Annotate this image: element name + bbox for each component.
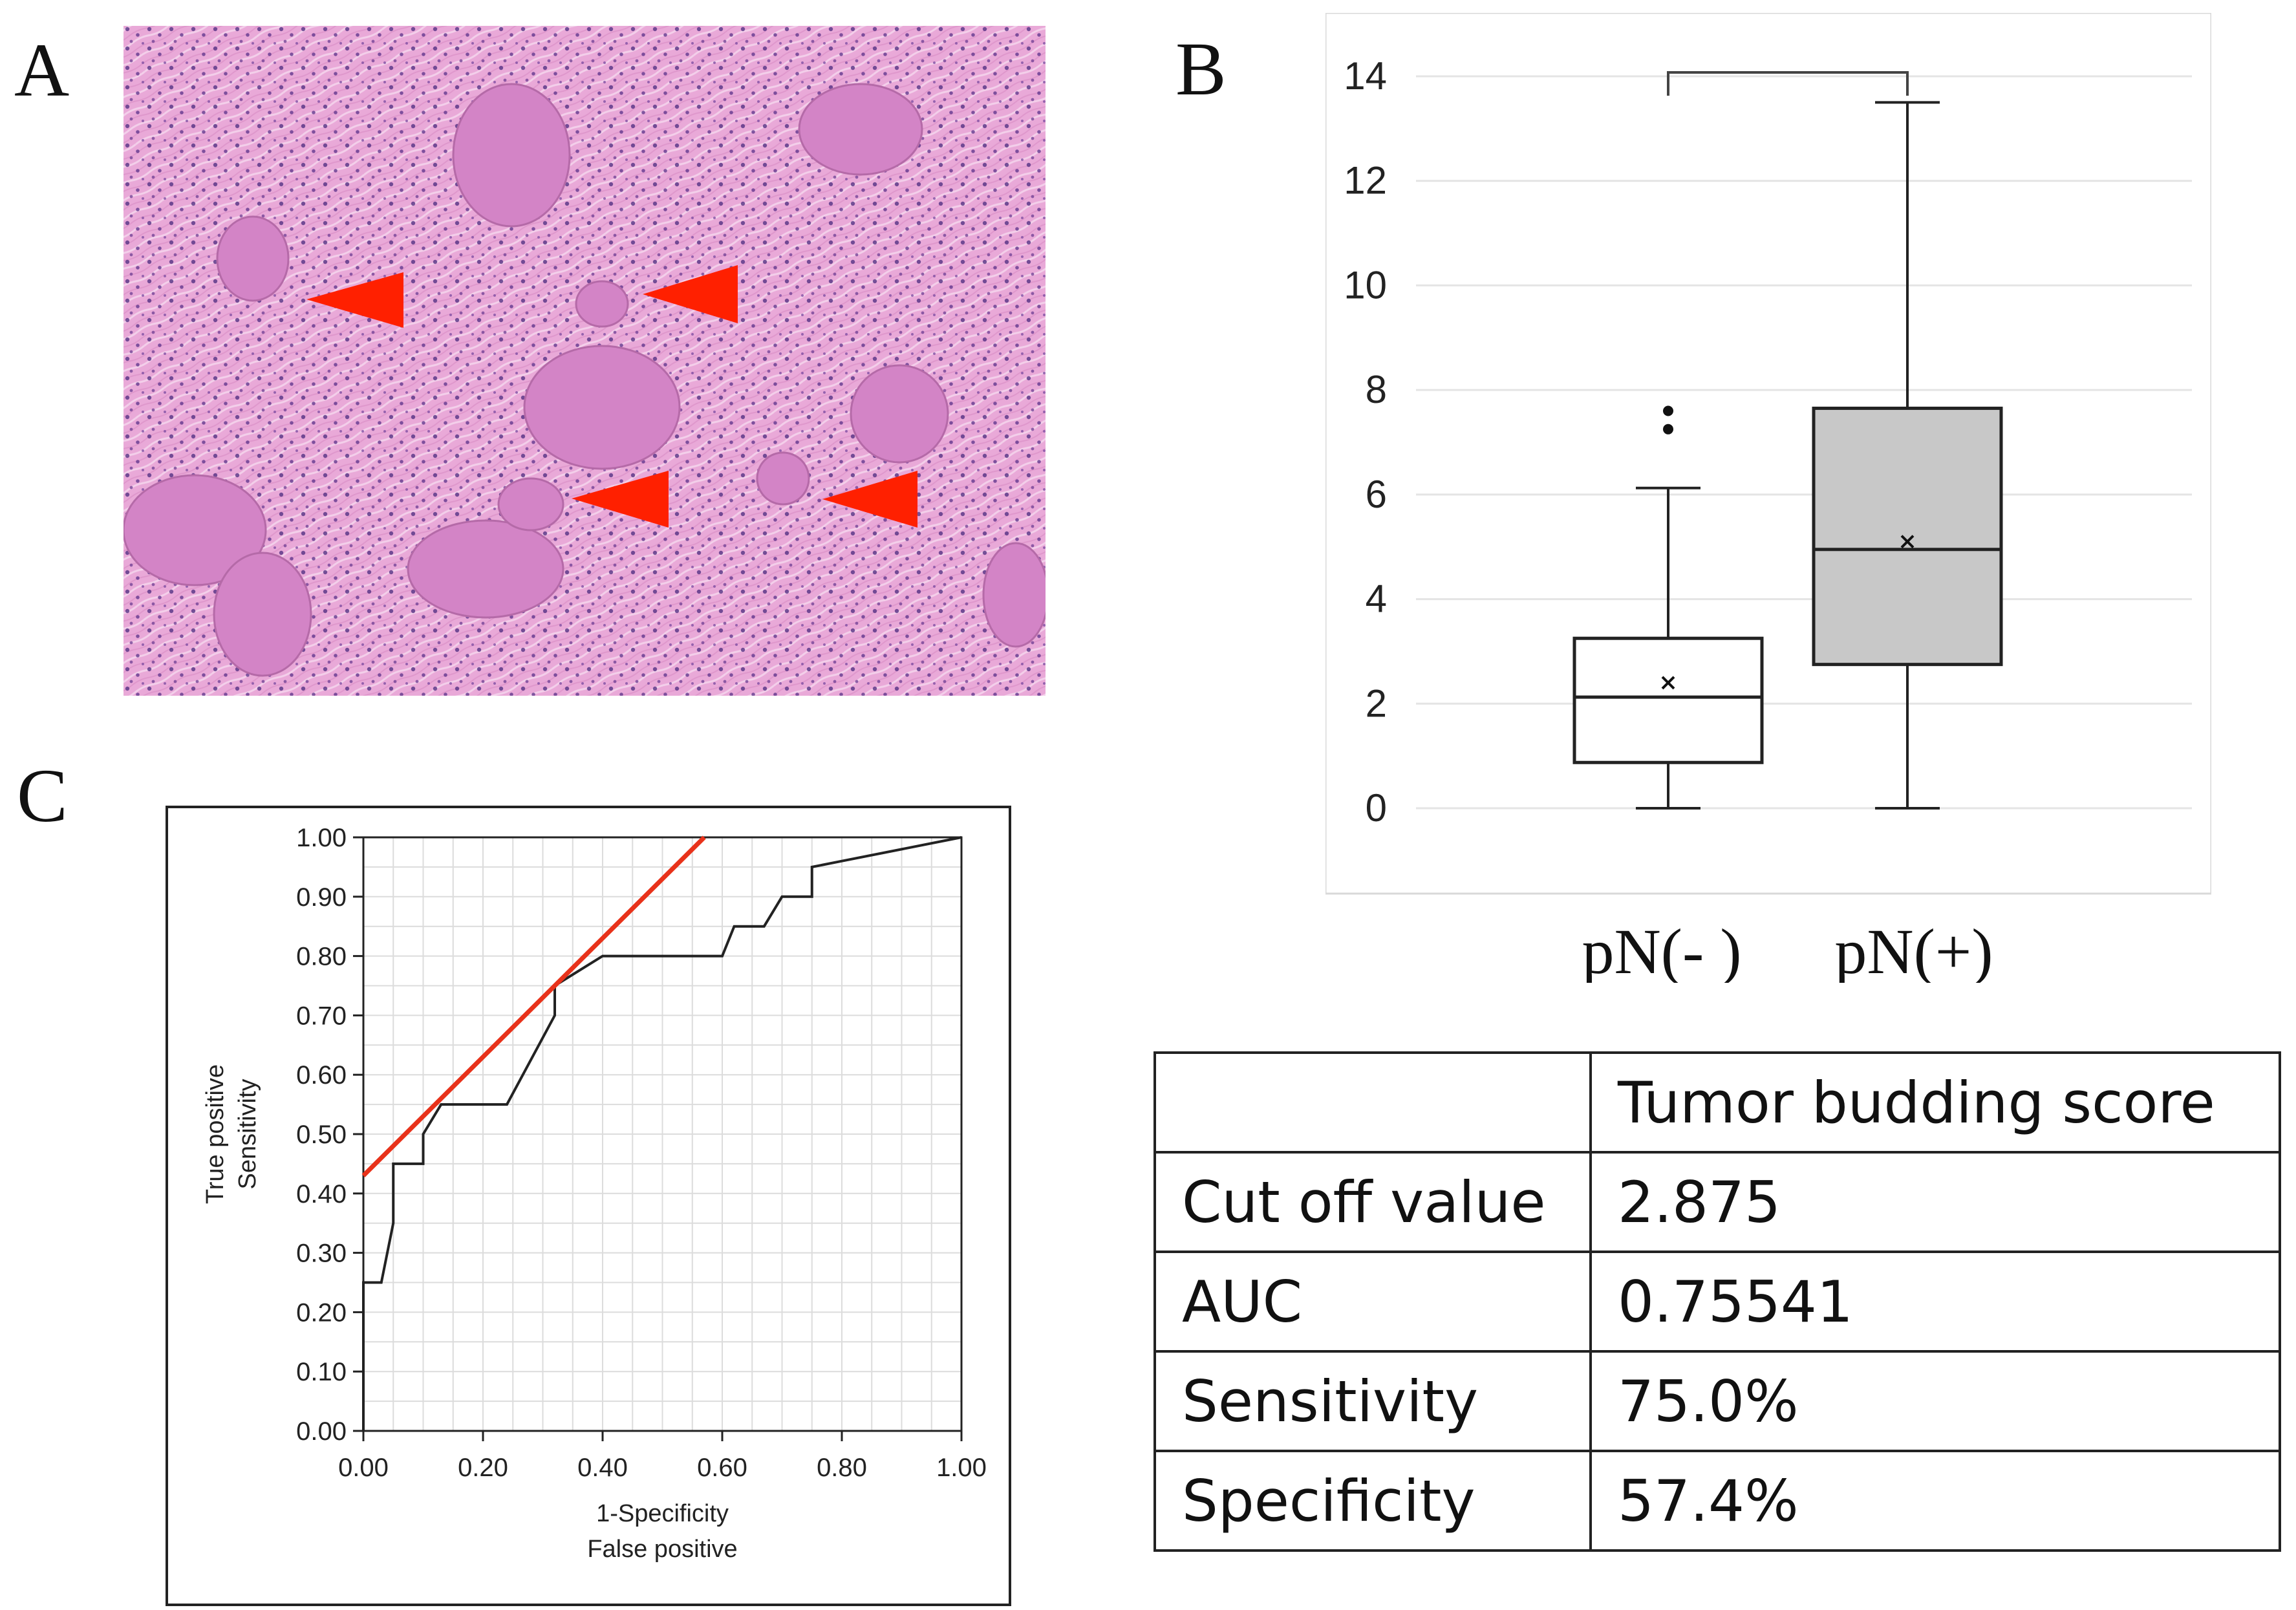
mean-marker: [1661, 676, 1675, 690]
roc-axis-labels: 1-Specificity False positive True positive…: [202, 1064, 738, 1563]
panel-label-c: C: [17, 753, 68, 838]
roc-metrics-table: Tumor budding score Cut off value 2.875 …: [1153, 1051, 2281, 1552]
table-row: Sensitivity 75.0%: [1153, 1350, 2281, 1452]
table-cell-label: Specificity: [1153, 1450, 1592, 1552]
y-tick-label: 0.80: [296, 943, 347, 971]
y-tick-label: 0.10: [296, 1358, 347, 1386]
table-row: Specificity 57.4%: [1153, 1450, 2281, 1552]
y-tick-label: 0.00: [296, 1417, 347, 1446]
y-tick-label: 0.20: [296, 1298, 347, 1327]
x-tick-label: 0.60: [697, 1454, 747, 1482]
outlier-point: [1663, 405, 1673, 416]
histology-image: [123, 26, 1046, 696]
arrowhead-1: [306, 272, 403, 328]
x-tick-label: 0.00: [338, 1454, 389, 1482]
roc-tick-labels: 0.00 0.20 0.40 0.60 0.80 1.00 0.00 0.10 0.20 0.30…: [296, 824, 987, 1482]
y-tick-label: 8: [1366, 368, 1387, 411]
roc-chart: 0.00 0.20 0.40 0.60 0.80 1.00 0.00 0.10 0.20 0.30…: [166, 806, 1011, 1606]
outlier-point: [1663, 424, 1673, 435]
x-tick-label: 0.80: [817, 1454, 867, 1482]
y-tick-label: 10: [1344, 263, 1387, 306]
table-cell-label: Cut off value: [1153, 1151, 1592, 1253]
table-header-cell: [1153, 1051, 1592, 1154]
x-axis-label: 1-Specificity: [596, 1500, 729, 1527]
box-plot-x-labels: pN(- ) pN(+): [1582, 916, 1993, 983]
y-tick-label: 1.00: [296, 824, 347, 852]
roc-gridlines: [362, 836, 963, 1432]
mean-marker: [1900, 535, 1915, 549]
box-group: [1812, 101, 2003, 810]
panel-label-a: A: [14, 28, 70, 113]
table-cell-value: 0.75541: [1589, 1250, 2281, 1353]
y-axis-label: Sensitivity: [234, 1079, 261, 1189]
arrowhead-4: [822, 471, 917, 528]
x-tick-label: 1.00: [936, 1454, 987, 1482]
y-tick-label: 2: [1366, 682, 1387, 725]
box-plot: 0 2 4 6 8 10 12 14 pN(- ) pN(+): [1325, 13, 2211, 983]
y-tick-label: 14: [1344, 54, 1387, 98]
y-tick-label: 12: [1344, 159, 1387, 202]
table-header-cell: Tumor budding score: [1589, 1051, 2281, 1154]
y-tick-label: 4: [1366, 577, 1387, 621]
y-tick-label: 0.30: [296, 1240, 347, 1268]
y-tick-label: 0.90: [296, 883, 347, 912]
iqr-box: [1572, 636, 1764, 764]
x-category-label: pN(+): [1834, 916, 1993, 983]
box-plot-gridlines: [1416, 75, 2192, 810]
table-row: Cut off value 2.875: [1153, 1151, 2281, 1253]
significance-bracket: [1667, 71, 1909, 96]
y-tick-label: 0.50: [296, 1121, 347, 1149]
y-tick-label: 0.60: [296, 1061, 347, 1089]
table-cell-value: 57.4%: [1589, 1450, 2281, 1552]
table-cell-label: Sensitivity: [1153, 1350, 1592, 1452]
y-tick-label: 0: [1366, 786, 1387, 830]
panel-label-b: B: [1175, 27, 1227, 111]
tangent-line: [361, 835, 706, 1177]
x-category-label: pN(- ): [1582, 916, 1741, 983]
roc-series: [361, 835, 962, 1431]
y-tick-label: 0.70: [296, 1002, 347, 1030]
x-axis-label: False positive: [587, 1536, 737, 1563]
x-tick-label: 0.20: [458, 1454, 508, 1482]
box-group: [1572, 405, 1764, 810]
table-row: AUC 0.75541: [1153, 1250, 2281, 1353]
arrowhead-3: [572, 471, 669, 528]
y-axis-label: True positive: [202, 1064, 229, 1204]
box-plot-y-ticks: 0 2 4 6 8 10 12 14: [1344, 54, 1387, 830]
table-cell-value: 2.875: [1589, 1151, 2281, 1253]
roc-curve: [362, 836, 962, 1431]
arrowhead-2: [643, 265, 738, 323]
y-tick-label: 6: [1366, 473, 1387, 516]
iqr-box: [1812, 406, 2003, 667]
x-tick-label: 0.40: [577, 1454, 628, 1482]
y-tick-label: 0.40: [296, 1180, 347, 1208]
table-cell-label: AUC: [1153, 1250, 1592, 1353]
arrowhead-markers: [306, 265, 917, 528]
table-header-row: Tumor budding score: [1153, 1051, 2281, 1154]
box-plot-groups: [1572, 101, 2003, 810]
table-cell-value: 75.0%: [1589, 1350, 2281, 1452]
